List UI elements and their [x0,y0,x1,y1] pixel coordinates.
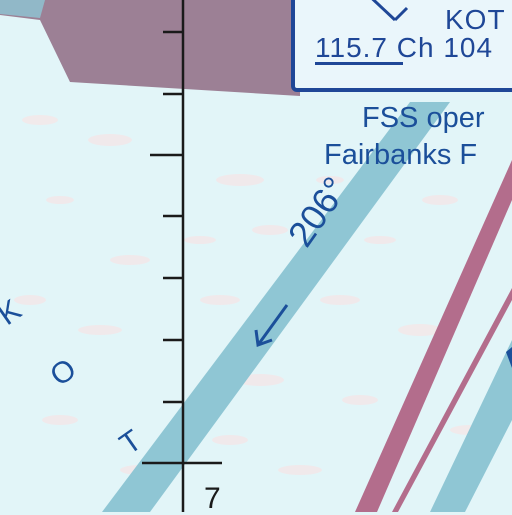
terrain-area [0,0,300,96]
station-channel: Ch 104 [396,32,494,63]
station-identifier: KOT [445,4,506,35]
station-frequency-text: 115.7 Ch 104 [315,32,493,64]
magenta-route-2 [392,288,512,512]
airway-east [430,340,512,512]
frequency-underline [315,62,403,65]
course-arrow-icon [254,304,289,348]
scale-ruler [142,0,222,512]
terrain-area-light [0,0,45,18]
east-arrow-icon [506,347,512,368]
fss-note-line2: Fairbanks F [324,139,478,171]
magenta-route-1 [355,160,512,512]
scale-tick-label: 7 [204,482,221,515]
station-frequency: 115.7 [315,32,388,63]
vor-compass-icon [371,0,409,22]
fss-note-line1: FSS oper [362,102,485,134]
airway-206 [102,102,450,512]
vor-station-box[interactable]: KOT 115.7 Ch 104 [291,0,512,92]
